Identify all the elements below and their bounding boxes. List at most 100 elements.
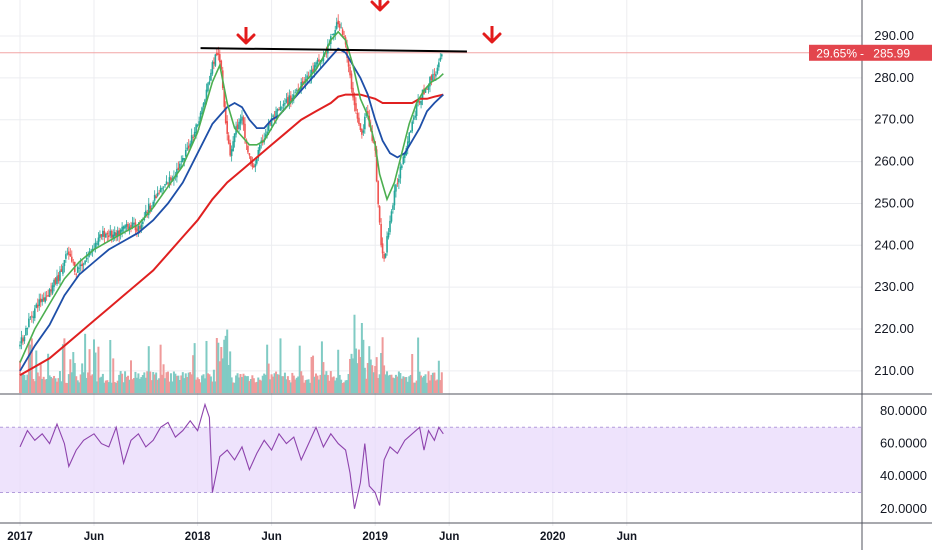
- volume-bar: [430, 374, 433, 393]
- volume-bar: [272, 376, 275, 393]
- volume-bar: [400, 378, 403, 393]
- volume-bar: [184, 373, 187, 393]
- volume-bar: [273, 373, 276, 393]
- volume-bar: [48, 375, 51, 393]
- volume-bar: [106, 380, 109, 393]
- volume-bar: [343, 382, 346, 393]
- volume-bar: [309, 382, 312, 393]
- volume-bar: [127, 375, 130, 393]
- candle-body: [51, 285, 54, 294]
- last-price-label: 285.99: [873, 46, 910, 60]
- candle-body: [420, 100, 422, 105]
- candle-body: [406, 141, 409, 148]
- volume-bar: [100, 376, 103, 393]
- candle-body: [282, 103, 285, 107]
- volume-bar: [152, 372, 155, 393]
- volume-bar: [196, 377, 199, 393]
- candle-body: [201, 107, 203, 115]
- volume-bar: [411, 354, 414, 393]
- volume-bar: [98, 377, 101, 393]
- candle-body: [387, 232, 390, 238]
- volume-bar: [193, 343, 196, 393]
- volume-bar: [63, 338, 66, 393]
- candle-body: [361, 128, 363, 135]
- volume-bar: [171, 381, 174, 393]
- volume-bar: [396, 376, 399, 393]
- volume-bar: [183, 378, 186, 393]
- candle-body: [75, 273, 78, 275]
- volume-bar: [87, 372, 90, 393]
- volume-bar: [269, 379, 272, 393]
- candle-body: [331, 34, 334, 36]
- date-tick-label: Jun: [84, 531, 104, 543]
- volume-bar: [276, 374, 279, 393]
- volume-bar: [187, 372, 190, 393]
- volume-bar: [161, 374, 164, 393]
- candle-body: [429, 77, 431, 87]
- volume-bar: [252, 378, 255, 393]
- price-tick-label: 230.00: [874, 279, 914, 294]
- candle-body: [68, 251, 70, 255]
- volume-bar: [44, 379, 47, 393]
- volume-bar: [266, 344, 269, 393]
- volume-bar: [205, 340, 208, 393]
- candle-body: [39, 298, 42, 303]
- volume-bar: [320, 341, 323, 393]
- volume-bar: [135, 377, 138, 393]
- volume-bar: [279, 338, 282, 393]
- candle-body: [216, 52, 218, 56]
- candle-body: [110, 230, 113, 238]
- volume-bar: [399, 373, 402, 393]
- candle-body: [337, 20, 339, 25]
- volume-bar: [322, 362, 325, 393]
- volume-bar: [150, 380, 153, 393]
- candle-body: [352, 87, 354, 98]
- change-percent-label: 29.65%: [816, 46, 857, 60]
- volume-bar: [340, 379, 343, 393]
- candle-body: [359, 123, 362, 130]
- candle-body: [113, 231, 116, 237]
- candle-body: [233, 133, 236, 143]
- volume-bar: [292, 375, 295, 393]
- volume-bar: [245, 376, 248, 393]
- candle-body: [198, 121, 200, 125]
- candle-body: [47, 295, 49, 297]
- volume-bar: [254, 382, 257, 393]
- volume-bar: [215, 337, 218, 393]
- candle-body: [224, 106, 227, 124]
- volume-bar: [103, 382, 106, 393]
- volume-bar: [33, 381, 36, 393]
- volume-bar: [285, 379, 288, 393]
- price-tick-label: 210.00: [874, 363, 914, 378]
- candle-body: [183, 158, 186, 160]
- candle-body: [238, 121, 240, 130]
- volume-bar: [70, 372, 73, 393]
- volume-bar: [428, 380, 431, 393]
- volume-bar: [23, 374, 26, 393]
- volume-bar: [349, 358, 352, 393]
- candle-body: [84, 260, 86, 264]
- candle-body: [358, 117, 360, 125]
- candle-body: [190, 135, 193, 145]
- volume-bar: [42, 376, 45, 393]
- volume-bar: [30, 338, 33, 393]
- volume-bar: [332, 376, 335, 393]
- candle-body: [158, 192, 160, 194]
- volume-bar: [78, 382, 81, 393]
- candle-body: [251, 162, 254, 167]
- candle-body: [390, 211, 393, 222]
- candle-body: [232, 141, 234, 152]
- candle-body: [441, 54, 443, 57]
- volume-bar: [223, 339, 226, 393]
- candle-body: [226, 121, 228, 134]
- volume-bar: [45, 379, 48, 393]
- volume-bar: [326, 375, 329, 393]
- candle-body: [168, 177, 171, 186]
- volume-bar: [220, 347, 223, 393]
- candle-body: [196, 124, 199, 126]
- candle-body: [32, 316, 35, 318]
- volume-bar: [199, 382, 202, 393]
- volume-bar: [79, 374, 82, 393]
- volume-bar: [24, 380, 27, 393]
